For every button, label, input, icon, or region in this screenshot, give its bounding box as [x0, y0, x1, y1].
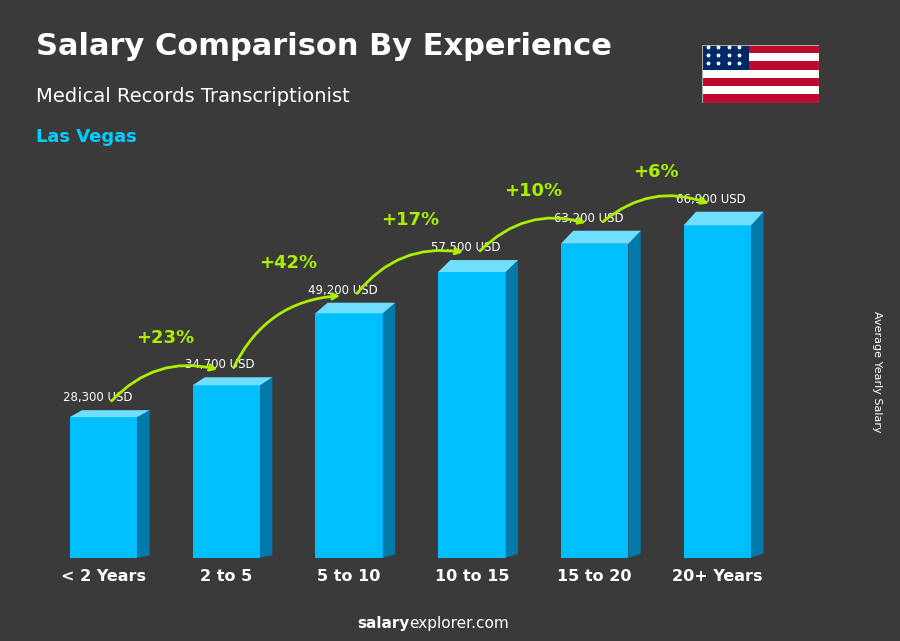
Bar	[684, 226, 752, 558]
Text: Average Yearly Salary: Average Yearly Salary	[872, 311, 883, 433]
Text: +23%: +23%	[136, 329, 194, 347]
Text: 28,300 USD: 28,300 USD	[63, 391, 132, 404]
Polygon shape	[684, 212, 763, 226]
Bar	[702, 78, 819, 86]
Polygon shape	[193, 378, 273, 385]
Bar	[193, 385, 260, 558]
Text: 57,500 USD: 57,500 USD	[431, 241, 500, 254]
Polygon shape	[561, 231, 641, 244]
Text: explorer.com: explorer.com	[410, 617, 509, 631]
Bar	[702, 62, 819, 70]
Polygon shape	[506, 260, 518, 558]
Polygon shape	[260, 378, 273, 558]
Text: Las Vegas: Las Vegas	[36, 128, 137, 146]
Polygon shape	[70, 410, 149, 417]
Bar	[438, 272, 506, 558]
Polygon shape	[752, 212, 763, 558]
Polygon shape	[382, 303, 395, 558]
Bar	[702, 53, 819, 62]
Text: 63,200 USD: 63,200 USD	[554, 212, 624, 225]
Text: salary: salary	[357, 617, 410, 631]
Bar	[561, 244, 628, 558]
Text: +10%: +10%	[504, 182, 562, 200]
Polygon shape	[628, 231, 641, 558]
Bar	[315, 313, 382, 558]
Text: +17%: +17%	[382, 212, 439, 229]
Bar	[702, 70, 819, 78]
Text: +42%: +42%	[258, 254, 317, 272]
Bar	[702, 94, 819, 103]
Text: +6%: +6%	[634, 163, 679, 181]
Text: 49,200 USD: 49,200 USD	[308, 284, 378, 297]
Bar	[70, 417, 138, 558]
Bar	[702, 45, 819, 53]
Bar	[702, 86, 819, 94]
Bar	[702, 45, 749, 70]
Polygon shape	[138, 410, 149, 558]
Polygon shape	[438, 260, 518, 272]
Text: Medical Records Transcriptionist: Medical Records Transcriptionist	[36, 87, 350, 106]
Text: 34,700 USD: 34,700 USD	[185, 358, 255, 371]
Text: Salary Comparison By Experience: Salary Comparison By Experience	[36, 32, 612, 61]
Polygon shape	[315, 303, 395, 313]
Text: 66,900 USD: 66,900 USD	[677, 193, 746, 206]
